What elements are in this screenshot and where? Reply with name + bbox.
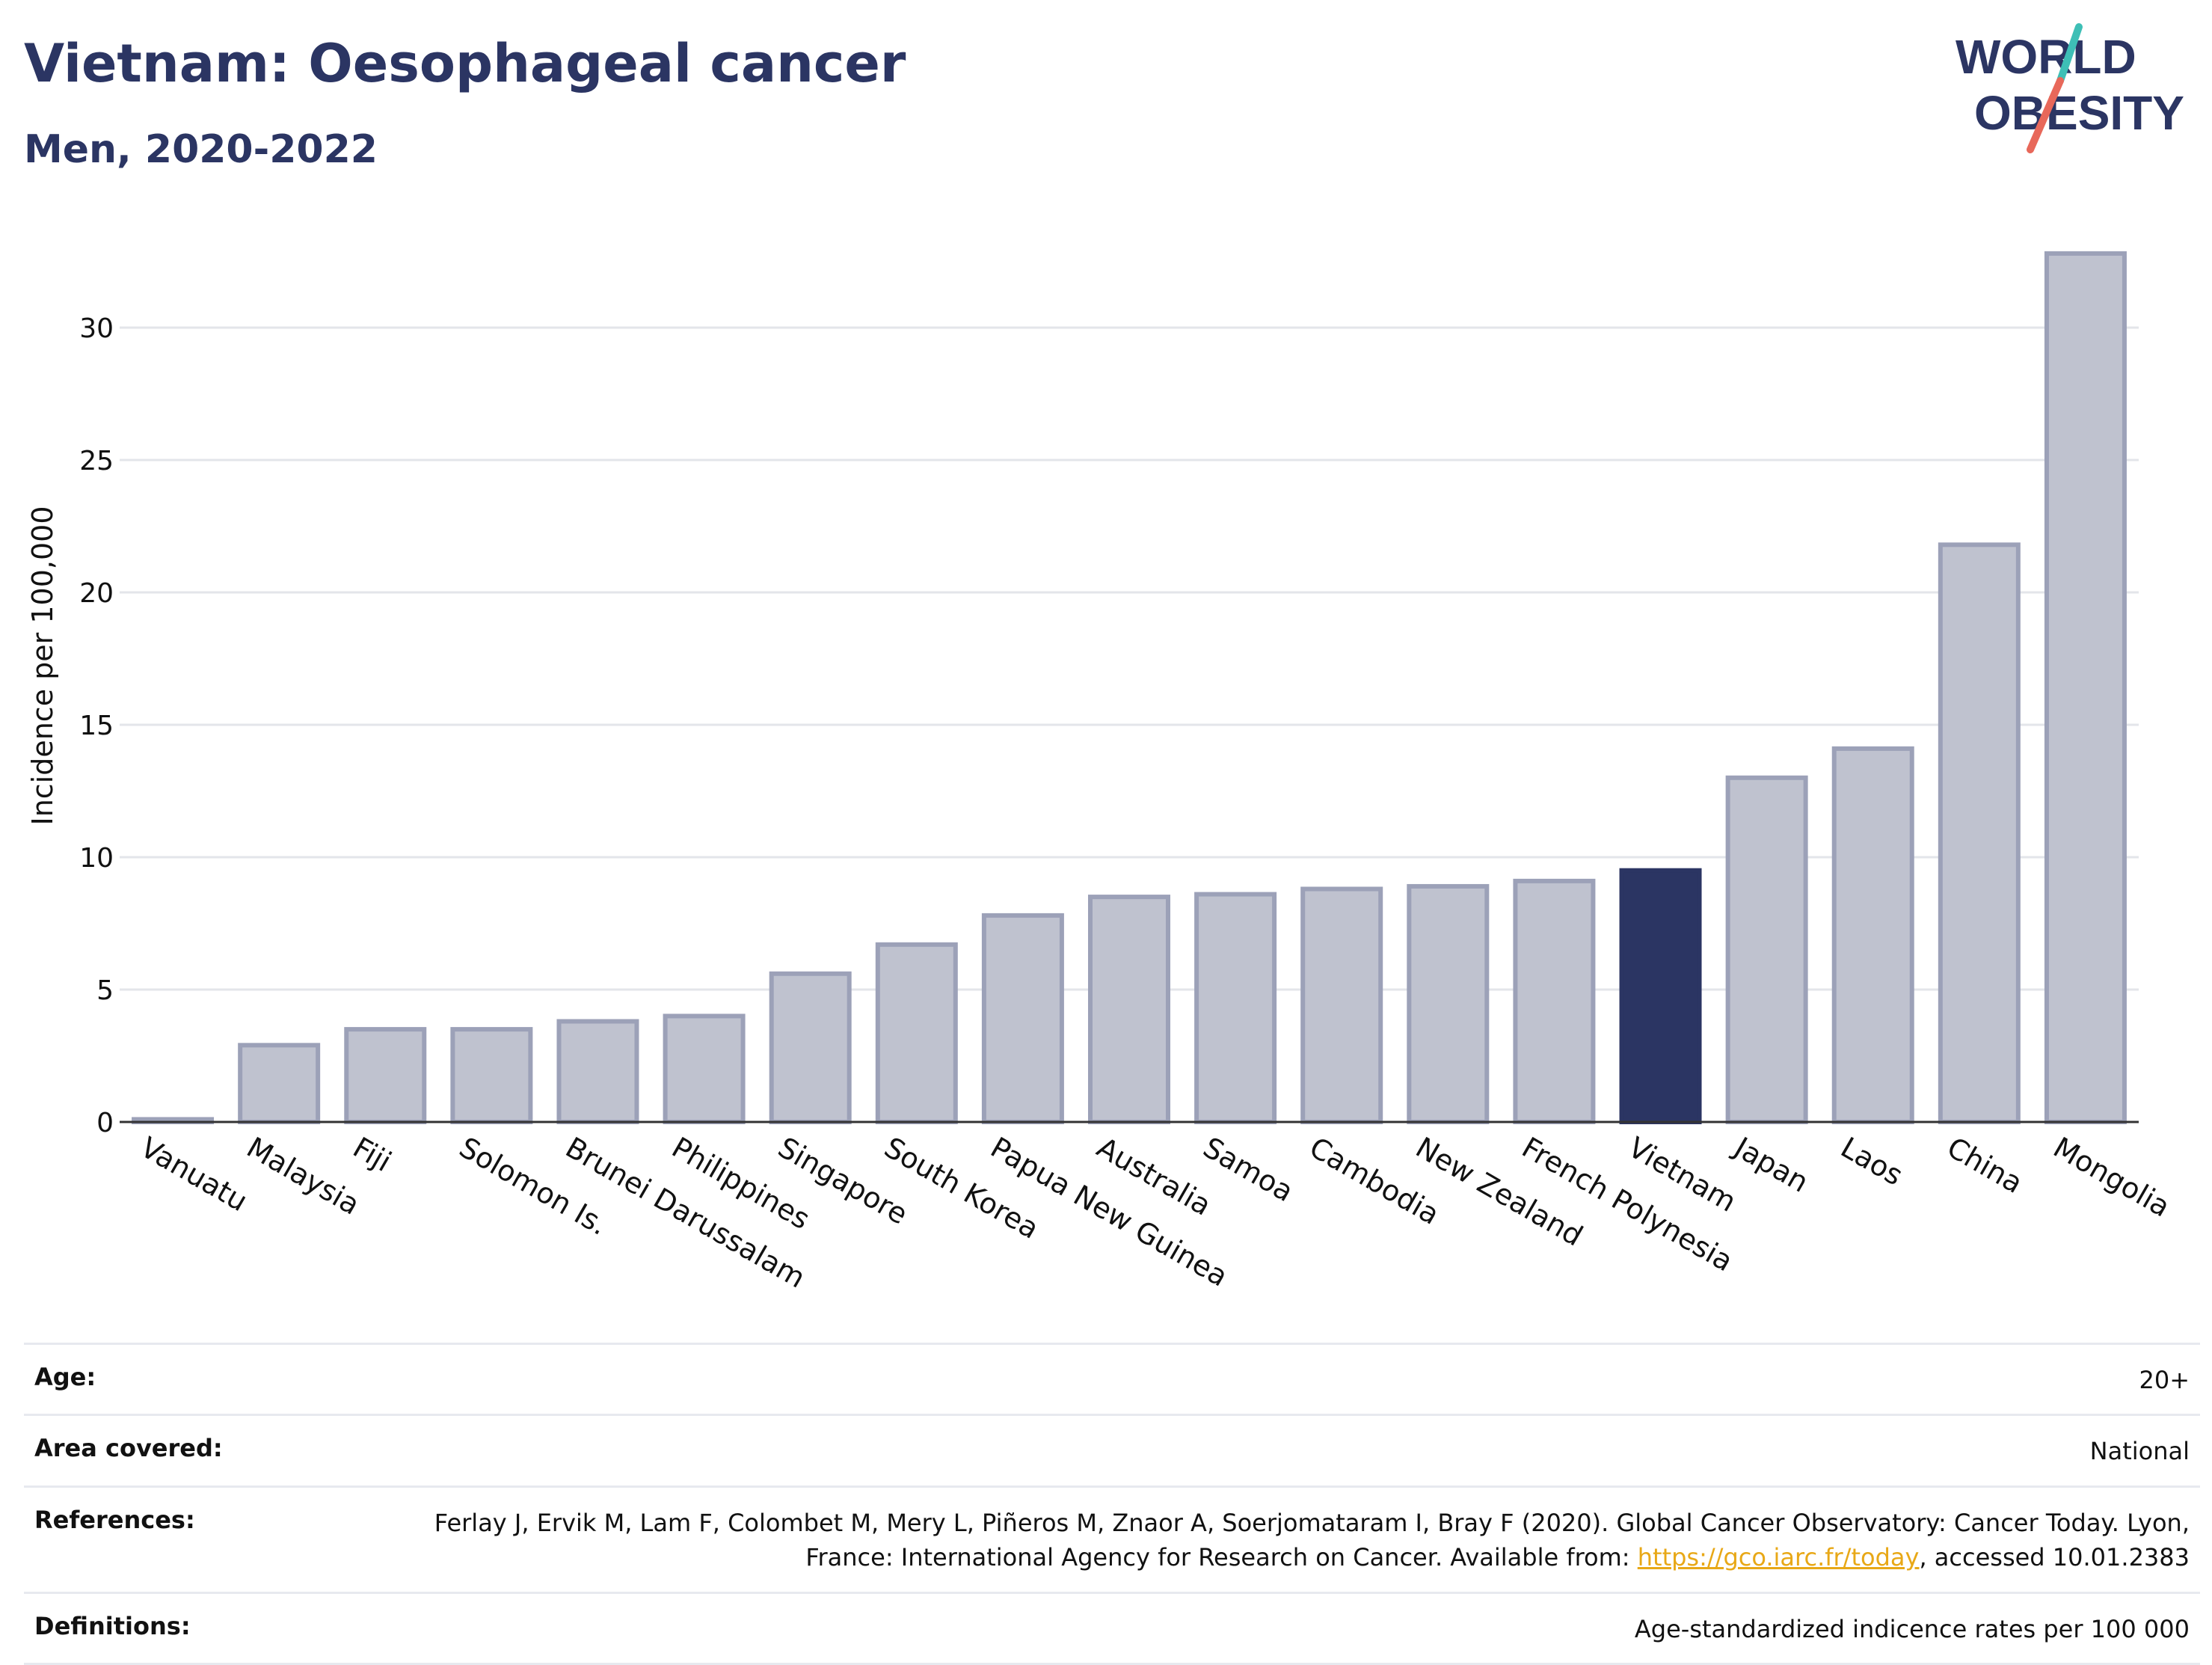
bars (120, 251, 2139, 1125)
bar-japan (1725, 775, 1808, 1125)
meta-age-label: Age: (34, 1363, 96, 1391)
meta-row-age: Age: 20+ (24, 1343, 2200, 1414)
bar-singapore (769, 971, 852, 1125)
meta-age-value: 20+ (2139, 1366, 2190, 1394)
bar-fiji (344, 1027, 427, 1124)
meta-row-references: References: Ferlay J, Ervik M, Lam F, Co… (24, 1485, 2200, 1592)
metadata-table: Age: 20+ Area covered: National Referenc… (24, 1343, 2200, 1665)
x-tick-label: Malaysia (242, 1131, 366, 1221)
bar-solomon-is- (450, 1027, 533, 1124)
y-tick-label: 30 (79, 313, 114, 344)
y-axis-label: Incidence per 100,000 (26, 506, 59, 825)
x-tick-label: China (1941, 1131, 2028, 1200)
meta-references-label: References: (34, 1505, 195, 1534)
bar-vietnam (1619, 868, 1702, 1124)
bar-malaysia (238, 1043, 321, 1124)
meta-area-label: Area covered: (34, 1434, 223, 1463)
reference-link[interactable]: https://gco.iarc.fr/today (1637, 1543, 1920, 1572)
bar-south-korea (875, 942, 958, 1124)
logo-slash-teal (2056, 23, 2083, 85)
chart-subtitle: Men, 2020-2022 (24, 127, 378, 172)
logo-slash-red (2027, 77, 2064, 153)
y-tick-label: 0 (96, 1108, 114, 1138)
chart-title: Vietnam: Oesophageal cancer (24, 33, 906, 94)
meta-row-area: Area covered: National (24, 1414, 2200, 1485)
bar-new-zealand (1407, 883, 1490, 1124)
bar-china (1938, 542, 2021, 1124)
bar-papua-new-guinea (981, 913, 1064, 1124)
logo-text-obesity: OBESITY (1974, 86, 2184, 140)
meta-definitions-value: Age-standardized indicence rates per 100… (1634, 1614, 2190, 1643)
y-tick-label: 25 (79, 446, 114, 476)
bar-philippines (663, 1014, 746, 1125)
y-axis: 0 5 10 15 20 25 30 (79, 313, 114, 1138)
meta-area-value: National (2089, 1437, 2190, 1466)
x-tick-label: Vanuatu (135, 1131, 254, 1218)
reference-accessed: , accessed 10.01.2383 (1919, 1543, 2190, 1572)
meta-references-value: Ferlay J, Ervik M, Lam F, Colombet M, Me… (395, 1506, 2190, 1575)
y-tick-label: 10 (79, 843, 114, 874)
bar-australia (1088, 895, 1170, 1124)
x-tick-label: Mongolia (2047, 1131, 2175, 1224)
meta-definitions-label: Definitions: (34, 1611, 191, 1640)
logo-text-world: WORLD (1956, 30, 2136, 84)
bar-mongolia (2044, 251, 2127, 1124)
y-tick-label: 15 (79, 711, 114, 741)
x-tick-label: Laos (1835, 1131, 1908, 1192)
bar-french-polynesia (1513, 878, 1596, 1124)
bar-cambodia (1300, 886, 1383, 1124)
y-tick-label: 20 (79, 578, 114, 609)
world-obesity-logo: WORLD OBESITY (1956, 23, 2184, 153)
bar-samoa (1194, 892, 1277, 1125)
x-tick-label: Fiji (348, 1131, 397, 1178)
y-tick-label: 5 (96, 975, 114, 1006)
meta-row-definitions: Definitions: Age-standardized indicence … (24, 1591, 2200, 1665)
bar-laos (1831, 746, 1914, 1124)
bar-brunei-darussalam (556, 1019, 639, 1124)
reference-text: Ferlay J, Ervik M, Lam F, Colombet M, Me… (434, 1508, 2190, 1572)
